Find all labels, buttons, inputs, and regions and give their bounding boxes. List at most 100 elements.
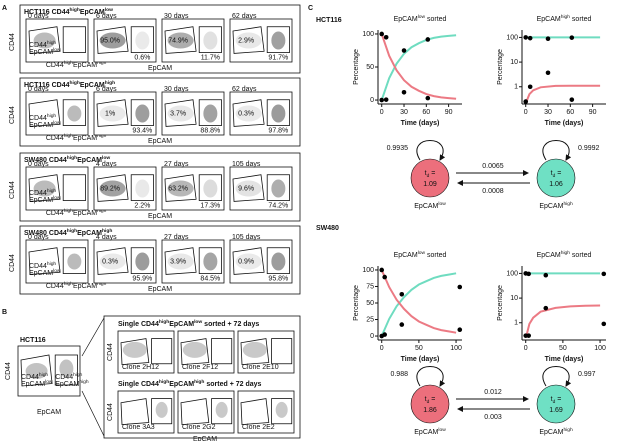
group-box	[103, 315, 301, 439]
gate-percent: 88.8%	[200, 128, 220, 135]
gate	[240, 398, 270, 426]
day-label: 6 days	[96, 13, 117, 20]
data-point	[526, 333, 531, 338]
doubling-label-run: d	[427, 173, 430, 179]
x-tick-label: 90	[445, 109, 453, 116]
day-label: 62 days	[232, 86, 257, 93]
cell-cloud	[99, 32, 126, 49]
state	[410, 158, 450, 198]
row-title: Single CD44highEpCAMlow sorted + 72 days	[118, 319, 259, 328]
y-axis-label: CD44	[107, 343, 114, 361]
y-axis-label: Percentage	[353, 285, 360, 321]
gate	[180, 398, 210, 426]
gate	[266, 26, 290, 53]
gate-percent: 91.7%	[268, 55, 288, 62]
gate	[62, 174, 86, 201]
gate-label: CD44high	[29, 113, 56, 122]
y-tick-label: 100	[362, 267, 374, 274]
doubling-value: 1.06	[549, 181, 563, 188]
y-tick-label: 100	[362, 31, 374, 38]
gate-label-run: EpCAM	[55, 381, 79, 388]
y-tick-label: 100	[506, 270, 518, 277]
data-point	[569, 35, 575, 40]
x-axis-label: Time (days)	[401, 356, 440, 363]
cell-cloud	[235, 105, 262, 122]
gate-percent: 74.9%	[168, 37, 188, 44]
day-label: 4 days	[96, 161, 117, 168]
cell-cloud	[135, 31, 150, 50]
data-point	[379, 31, 385, 37]
chart-title-run: sorted	[425, 16, 447, 23]
data-point	[601, 321, 607, 327]
y-axis-label: CD44	[9, 181, 16, 199]
day-label: 105 days	[232, 234, 261, 241]
group-title-run: EpCAM	[80, 9, 105, 16]
y-tick-label: 10	[510, 59, 518, 66]
clone-label: Clone 2F12	[182, 364, 218, 371]
self-probability: 0.9935	[387, 145, 409, 152]
y-axis-label: CD44	[107, 403, 114, 421]
cell-cloud	[235, 253, 262, 270]
gate	[232, 26, 265, 54]
cell-line-title: SW480	[316, 225, 339, 232]
gate-percent: 95.8%	[268, 276, 288, 283]
y-tick-label: 0	[370, 333, 374, 340]
gate	[62, 26, 86, 53]
state-label-run: EpCAM	[539, 429, 563, 436]
doubling-label: td =	[551, 170, 562, 179]
data-point	[425, 95, 431, 101]
gate-label-run: high	[47, 261, 57, 267]
data-point	[382, 274, 387, 280]
gate-percent: 1%	[105, 110, 115, 117]
x-tick-label: 30	[400, 109, 408, 116]
cell-cloud	[275, 401, 288, 418]
gate	[266, 99, 290, 126]
x-tick-label: 50	[559, 345, 567, 352]
day-label: 30 days	[164, 13, 189, 20]
gate	[120, 338, 150, 366]
cell-cloud	[203, 179, 218, 198]
gate-label-run: CD44	[46, 62, 64, 69]
cell-cloud	[167, 253, 194, 270]
gate	[28, 174, 61, 202]
self-probability: 0.988	[390, 371, 408, 378]
gate	[130, 247, 154, 274]
x-axis-label: Time (days)	[545, 120, 584, 127]
data-point	[601, 271, 607, 277]
gate-percent: 2.2%	[134, 203, 150, 210]
cell-cloud	[59, 359, 74, 378]
cell-cloud	[203, 31, 218, 50]
gate-percent: 95.9%	[132, 276, 152, 283]
doubling-label-run: =	[555, 170, 561, 177]
curve	[525, 84, 601, 104]
cell-line-title: HCT116	[316, 17, 342, 24]
gate-percent: 11.7%	[201, 55, 220, 62]
y-tick-label: 0	[370, 97, 374, 104]
gate-label-run: high	[39, 372, 49, 378]
gate-label-run: high	[64, 133, 74, 139]
doubling-label-run: =	[429, 396, 435, 403]
gate-percent: 3.9%	[170, 258, 186, 265]
data-point	[569, 97, 575, 102]
gate	[151, 398, 173, 425]
gate	[96, 247, 129, 275]
group-title-run: high	[67, 155, 77, 161]
group-box	[19, 225, 301, 295]
gate-label-run: CD44	[29, 190, 47, 197]
day-label: 6 days	[96, 86, 117, 93]
gate-label-run: EpCAM	[73, 62, 97, 69]
gate-percent: 93.4%	[132, 128, 152, 135]
gate-label: EpCAMlow	[29, 268, 61, 277]
chart-title-run: low	[418, 14, 426, 20]
gate-label-run: EpCAM	[29, 197, 53, 204]
cell-cloud	[99, 105, 126, 122]
chart-title-run: EpCAM	[394, 252, 418, 259]
gate-percent: 84.5%	[200, 276, 220, 283]
gate	[96, 26, 129, 54]
gate-percent: 0.6%	[134, 55, 150, 62]
group-title-run: high	[70, 7, 80, 13]
gate-label: EpCAMhigh	[55, 379, 89, 388]
self-probability: 0.997	[578, 371, 596, 378]
state-label: EpCAMhigh	[539, 427, 573, 436]
gate	[180, 338, 210, 366]
